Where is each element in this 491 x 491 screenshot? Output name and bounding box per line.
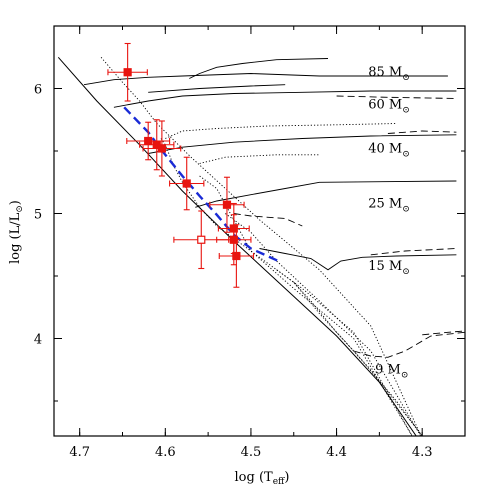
evolutionary-tracks [57,56,465,436]
track-line-3 [113,90,457,108]
track-line-8 [148,134,457,154]
mass-label-0: 85 M⊙ [368,65,410,83]
point-marker [182,179,191,188]
x-tick-label-2: 4.5 [241,445,262,460]
track-line-14 [225,213,422,436]
fit-line-group [123,106,279,263]
y-tick-label-2: 6 [34,83,42,98]
track-line-7 [165,123,397,139]
fit-line [123,106,279,263]
data-point-8 [218,224,255,288]
x-axis-label: log (Teff) [235,470,290,487]
track-line-17 [276,269,423,436]
data-point-3 [142,120,182,177]
track-line-12 [195,180,457,208]
mass-label-5: 9 M⊙ [375,363,408,381]
plot-frame [53,25,466,437]
data-points [107,42,255,288]
y-tick-label-1: 5 [34,208,42,223]
track-line-2 [100,57,422,436]
track-line-11 [199,154,320,164]
x-tick-label-3: 4.4 [326,445,347,460]
point-marker [197,235,206,244]
track-line-0 [83,73,448,86]
track-line-18 [293,281,423,436]
x-tick-label-1: 4.6 [155,445,176,460]
mass-label-1: 60 M⊙ [368,98,410,116]
data-point-1 [126,121,171,161]
x-tick-label-4: 4.3 [412,445,433,460]
track-line-10 [199,175,413,436]
zams-line [57,56,417,436]
mass-labels: 85 M⊙ 60 M⊙ 40 M⊙ 25 M⊙ 15 M⊙ 9 M⊙ [368,65,410,381]
point-marker [157,144,166,153]
track-line-4 [148,84,286,93]
track-line-19 [353,331,465,358]
point-marker [123,68,132,77]
point-marker [229,235,238,244]
data-point-9 [173,210,230,270]
track-line-13 [233,213,303,227]
track-line-20 [422,330,465,336]
track-line-16 [370,248,457,256]
track-line-5 [336,95,457,99]
mass-label-2: 40 M⊙ [368,141,410,159]
x-tick-label-0: 4.7 [69,445,90,460]
y-tick-label-0: 4 [34,333,42,348]
track-line-9 [387,130,457,134]
track-line-15 [259,248,457,271]
point-marker [232,251,241,261]
track-line-1 [189,58,329,79]
point-marker [222,200,232,209]
track-line-6 [160,138,413,436]
mass-label-3: 25 M⊙ [368,196,410,214]
mass-label-4: 15 M⊙ [368,259,410,277]
data-point-5 [209,176,245,233]
data-point-4 [169,156,205,211]
y-axis-label: log (L/L⊙) [8,200,25,264]
point-marker [144,136,153,146]
axis-ticks: 4.7 4.6 4.5 4.4 4.3 4 5 6 [34,25,466,460]
data-point-0 [107,42,148,102]
